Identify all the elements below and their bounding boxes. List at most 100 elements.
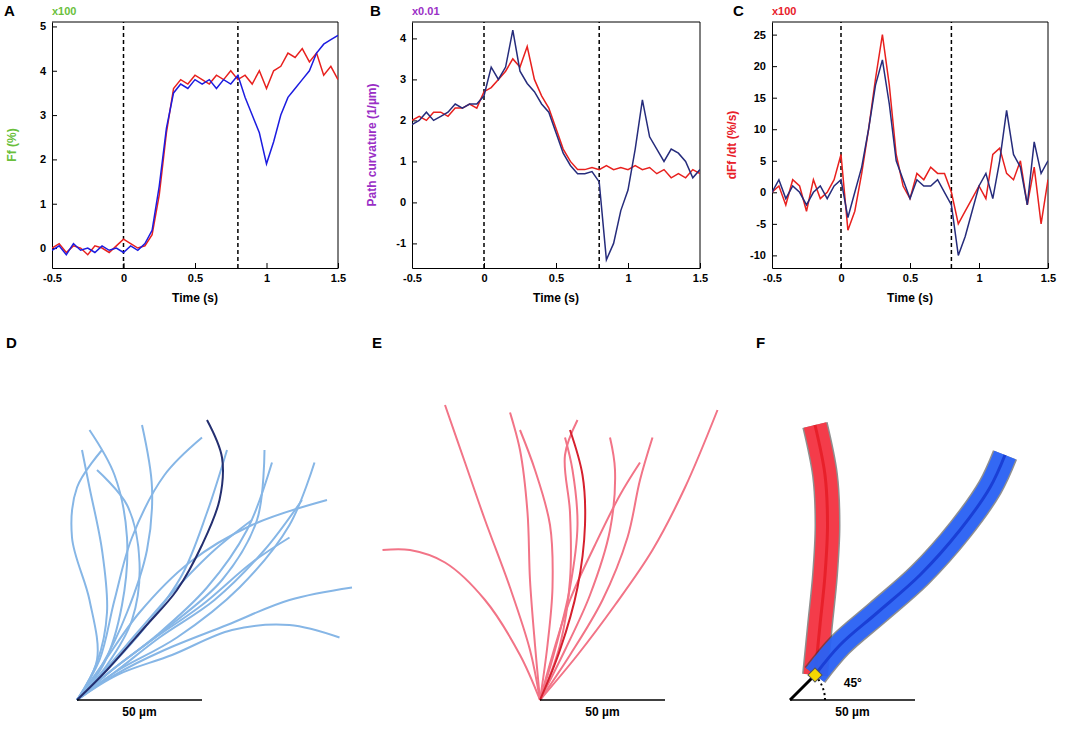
tube-body <box>815 455 1005 675</box>
plot-area <box>772 22 1048 268</box>
panel-label: F <box>756 334 765 351</box>
x-axis: -0.500.511.5 <box>403 263 708 284</box>
tick-label: 0.5 <box>903 272 918 284</box>
tick: 1.5 <box>1041 263 1056 284</box>
frame <box>1048 22 1049 268</box>
tick-label: 1 <box>264 272 270 284</box>
tube-outline <box>815 455 1005 675</box>
tick-mark <box>412 79 417 80</box>
trajectory <box>77 625 340 700</box>
y-axis: 012345 <box>40 20 57 268</box>
trajectory <box>815 425 828 675</box>
tick-mark <box>52 159 57 160</box>
tick: 1 <box>625 263 631 284</box>
panel: -0.500.511.5-10-50510152025 <box>750 22 1056 284</box>
tick-label: 3 <box>40 109 46 121</box>
tick-label: 10 <box>754 123 766 135</box>
frame <box>700 22 701 268</box>
tick-mark <box>772 161 777 162</box>
trajectory <box>77 420 223 700</box>
trajectory <box>77 588 352 701</box>
tube-outline <box>815 425 828 675</box>
tick-label: -0.5 <box>43 272 62 284</box>
figure: -0.500.511.5012345Ax100Time (s)Ff (%)-0.… <box>0 0 1068 731</box>
tick: 0.5 <box>188 263 203 284</box>
scale-bar-label: 50 µm <box>585 705 619 719</box>
axis-line <box>53 268 339 269</box>
tick-label: 5 <box>40 20 46 32</box>
tick: 1 <box>400 155 417 167</box>
event-line <box>598 22 600 268</box>
tick-mark <box>52 26 57 27</box>
x-axis: -0.500.511.5 <box>43 263 346 284</box>
plot-area <box>71 420 352 700</box>
tick: 0 <box>400 196 417 208</box>
trajectory <box>510 413 540 701</box>
panel-label: A <box>4 2 15 19</box>
trajectory <box>815 455 1005 675</box>
axis-line <box>52 23 53 269</box>
tick-mark <box>52 71 57 72</box>
tick: 25 <box>754 29 777 41</box>
tick-mark <box>52 115 57 116</box>
tick-label: 2 <box>400 114 406 126</box>
tick-label: 1.5 <box>331 272 346 284</box>
tick: 1.5 <box>331 263 346 284</box>
tick: 5 <box>40 20 57 32</box>
series-line <box>412 47 700 178</box>
tick-mark <box>412 202 417 203</box>
tick-mark <box>979 263 980 268</box>
y-axis: -1 0 1 2 3 4 <box>396 23 417 269</box>
tick-label: 25 <box>754 29 766 41</box>
tick: 0.5 <box>549 263 564 284</box>
event-line <box>237 22 239 268</box>
tick-label: 0.5 <box>549 272 564 284</box>
tick-mark <box>700 263 701 268</box>
series-line <box>52 35 338 254</box>
tick: 1.5 <box>693 263 708 284</box>
tick: 15 <box>754 92 777 104</box>
tick: 20 <box>754 60 777 72</box>
tick-label: 1 <box>976 272 982 284</box>
tick-mark <box>412 38 417 39</box>
tick-label: 3 <box>400 73 406 85</box>
tick: 4 <box>400 32 417 44</box>
tick: 1 <box>976 263 982 284</box>
event-line <box>123 22 125 268</box>
tick-label: 1 <box>400 155 406 167</box>
tick-mark <box>338 263 339 268</box>
tick-label: -10 <box>750 249 766 261</box>
tick-mark <box>412 243 417 244</box>
tick-label: -1 <box>396 237 406 249</box>
trajectory <box>445 405 540 700</box>
axis-multiplier: x100 <box>52 5 76 17</box>
panel-label: B <box>370 2 381 19</box>
scale-bar-label: 50 µm <box>122 705 156 719</box>
panel-label: D <box>6 334 17 351</box>
axis-line <box>773 268 1049 269</box>
trajectory <box>77 430 127 700</box>
tick-mark <box>772 255 777 256</box>
trajectory <box>77 463 272 701</box>
tick-label: -0.5 <box>763 272 782 284</box>
angle-label: 45° <box>844 676 862 690</box>
y-axis-title: dFf /dt (%/s) <box>725 111 739 180</box>
tick: -10 <box>750 249 777 261</box>
axis-line <box>413 268 701 269</box>
trajectory <box>383 549 541 700</box>
y-axis-title: Path curvature (1/µm) <box>365 84 379 207</box>
tick-mark <box>772 98 777 99</box>
tick: 0.5 <box>903 263 918 284</box>
x-axis-title: Time (s) <box>533 291 579 305</box>
trajectory <box>71 450 102 700</box>
tick-mark <box>195 263 196 268</box>
trajectory <box>540 430 585 700</box>
tick-mark <box>556 263 557 268</box>
panel: -0.500.511.5-101234 <box>396 22 708 284</box>
axis-multiplier: x100 <box>772 5 796 17</box>
panel: 50 µm <box>71 420 352 719</box>
event-line <box>951 22 953 268</box>
tube-body <box>815 425 828 675</box>
tick: 2 <box>40 153 57 165</box>
tick-label: 0 <box>838 272 844 284</box>
